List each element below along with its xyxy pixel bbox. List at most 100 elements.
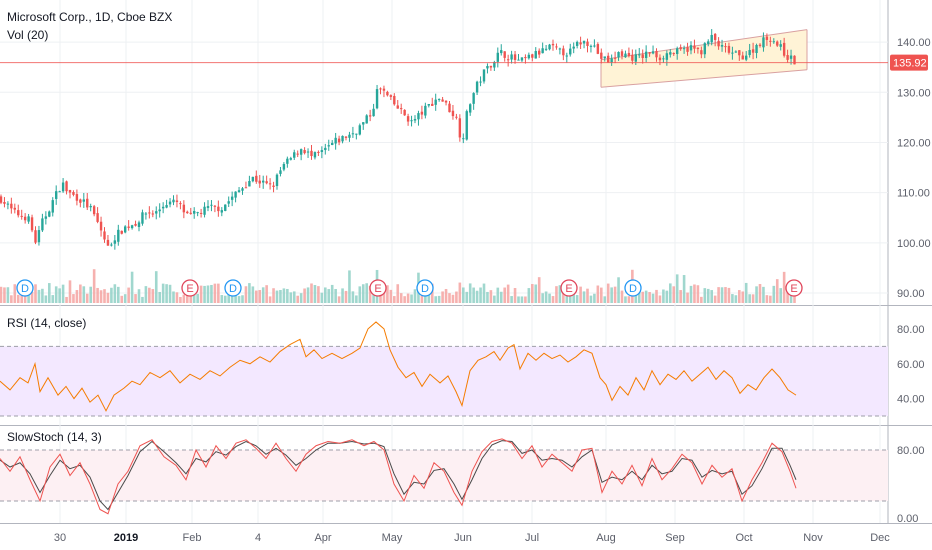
volume-bar: [175, 292, 179, 303]
volume-bar: [675, 274, 679, 303]
volume-bar: [272, 288, 275, 303]
candle-body: [731, 52, 734, 54]
candle-body: [627, 52, 631, 57]
candle-body: [544, 48, 548, 50]
candle-body: [179, 203, 182, 205]
candle-body: [389, 95, 393, 97]
volume-bar: [534, 284, 538, 303]
candle-body: [372, 108, 375, 117]
volume-bar: [486, 291, 489, 303]
candle-body: [99, 221, 103, 231]
candle-body: [17, 210, 20, 216]
volume-bar: [430, 283, 434, 303]
grid-lines: [0, 0, 888, 523]
candle-body: [79, 199, 82, 203]
candle-body: [427, 104, 430, 106]
volume-bar: [355, 295, 358, 303]
volume-bar: [137, 289, 141, 303]
candle-body: [10, 203, 13, 209]
time-tick-label: Jul: [525, 532, 539, 544]
candle-body: [707, 41, 710, 44]
candle-body: [279, 170, 282, 174]
time-tick-label: Dec: [870, 532, 890, 544]
volume-bar: [586, 288, 589, 303]
candle-body: [679, 47, 682, 50]
candle-body: [296, 153, 299, 155]
price-tick-label: 110.00: [897, 188, 930, 200]
candle-body: [682, 48, 686, 50]
candle-body: [58, 191, 61, 193]
candle-body: [348, 134, 351, 138]
price-axis: 90.00 100.00 110.00 120.00 130.00 140.00: [897, 37, 931, 300]
candle-body: [469, 104, 472, 113]
chart-title: Microsoft Corp., 1D, Cboe BZX: [7, 10, 172, 24]
candle-body: [251, 176, 255, 182]
volume-bar: [489, 290, 493, 303]
candle-body: [120, 230, 123, 234]
volume-bar: [379, 294, 382, 303]
candle-body: [368, 115, 372, 117]
time-tick-label: Feb: [183, 532, 202, 544]
candle-body: [355, 133, 358, 135]
price-tick-label: 120.00: [897, 137, 931, 149]
candle-body: [141, 212, 144, 224]
volume-bar: [506, 284, 510, 303]
candle-body: [710, 34, 713, 43]
candle-body: [320, 150, 324, 152]
volume-bar: [572, 288, 575, 303]
volume-bar: [179, 296, 182, 303]
candle-body: [193, 210, 196, 214]
volume-bar: [451, 294, 455, 303]
candle-body: [596, 44, 600, 54]
candle-body: [562, 48, 565, 56]
volume-bar: [520, 296, 524, 303]
volume-bar: [717, 287, 720, 303]
candle-body: [569, 48, 572, 55]
candle-body: [607, 55, 610, 63]
event-marker: [416, 279, 434, 297]
volume-bar: [693, 284, 696, 303]
candle-body: [382, 88, 386, 91]
candle-body: [89, 206, 92, 208]
candle-body: [558, 48, 562, 50]
candle-body: [365, 115, 368, 124]
stoch-k-line: [0, 438, 797, 515]
candle-body: [510, 54, 513, 60]
volume-bar: [386, 285, 389, 303]
volume-bar: [493, 295, 496, 303]
volume-bar: [475, 290, 479, 303]
volume-bar: [537, 277, 541, 303]
candle-body: [500, 50, 503, 54]
candle-body: [213, 205, 217, 207]
volume-bar: [575, 295, 579, 303]
candle-body: [755, 44, 758, 54]
candle-body: [189, 212, 192, 214]
candle-body: [393, 95, 396, 105]
candle-body: [410, 120, 413, 122]
candle-body: [403, 109, 406, 116]
volume-bar: [548, 293, 551, 303]
candle-body: [493, 62, 496, 68]
candle-body: [241, 188, 244, 191]
candle-body: [717, 40, 720, 47]
volume-bar: [672, 286, 676, 303]
candle-body: [486, 66, 489, 69]
event-marker: [16, 279, 34, 297]
volume-bar: [662, 289, 665, 303]
volume-bar: [741, 291, 745, 303]
candle-body: [458, 118, 462, 138]
volume-bar: [306, 287, 310, 303]
candle-body: [772, 41, 775, 43]
candle-body: [196, 212, 199, 214]
volume-bar: [320, 292, 324, 303]
candle-body: [306, 151, 310, 153]
volume-bar: [299, 293, 303, 303]
candle-body: [303, 150, 306, 154]
event-marker: [369, 279, 387, 297]
stoch-band: [0, 450, 888, 501]
volume-bar: [368, 285, 372, 303]
candle-body: [44, 216, 48, 219]
candle-body: [793, 55, 796, 65]
volume-bar: [775, 279, 779, 303]
volume-bar: [348, 270, 351, 303]
